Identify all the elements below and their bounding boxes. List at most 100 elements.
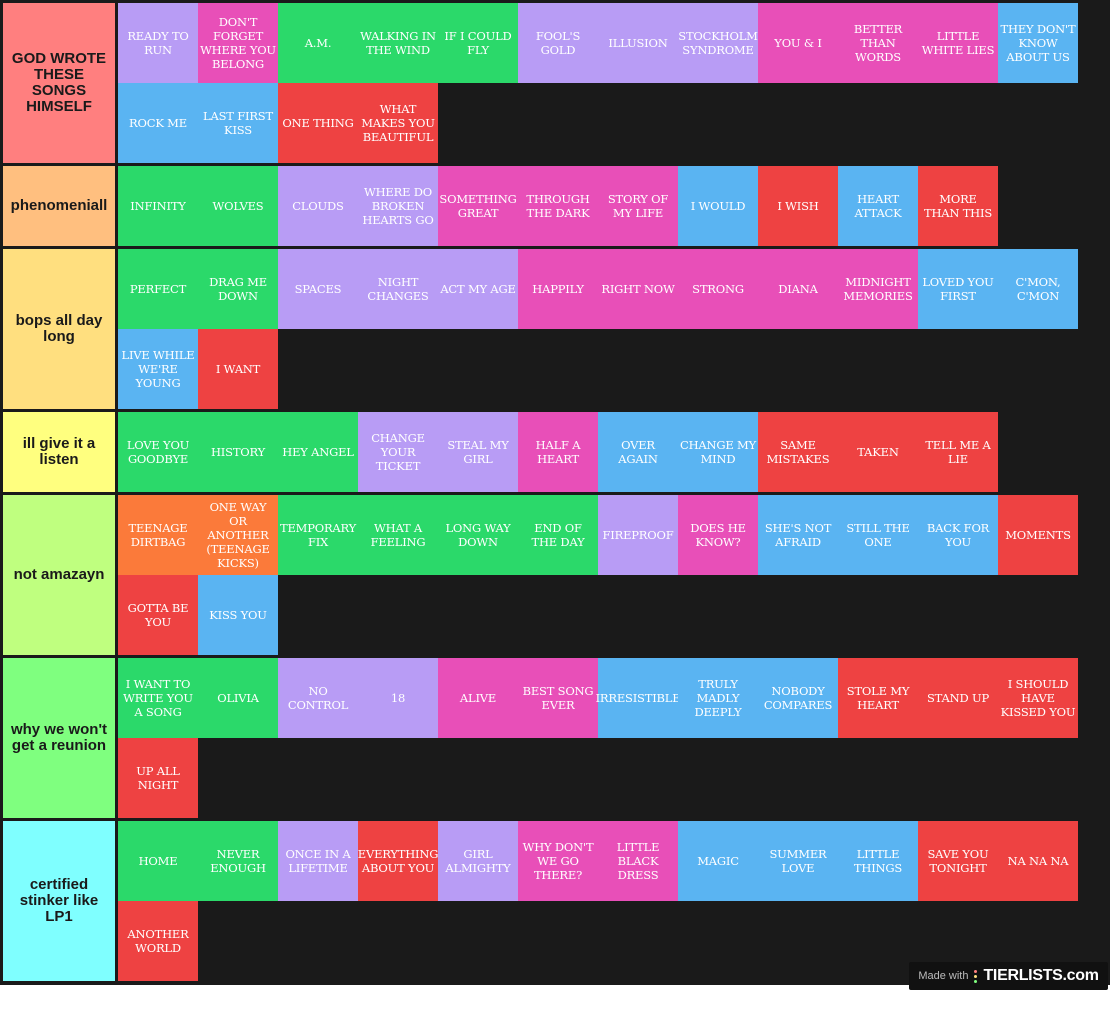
song-tile[interactable]: WALKING IN THE WIND xyxy=(358,3,438,83)
tier-items-area[interactable]: PERFECT DRAG ME DOWN SPACES NIGHT CHANGES AC… xyxy=(118,249,1108,409)
song-tile[interactable]: HAPPILY xyxy=(518,249,598,329)
song-tile[interactable]: LOVE YOU GOODBYE xyxy=(118,412,198,492)
song-tile[interactable]: NIGHT CHANGES xyxy=(358,249,438,329)
song-tile[interactable]: MAGIC xyxy=(678,821,758,901)
song-tile[interactable]: OLIVIA xyxy=(198,658,278,738)
tier-label[interactable]: phenomeniall xyxy=(3,166,115,246)
song-tile[interactable]: NA NA NA xyxy=(998,821,1078,901)
song-tile[interactable]: WHERE DO BROKEN HEARTS GO xyxy=(358,166,438,246)
song-tile[interactable]: WHAT A FEELING xyxy=(358,495,438,575)
song-tile[interactable]: STAND UP xyxy=(918,658,998,738)
song-tile[interactable]: ROCK ME xyxy=(118,83,198,163)
tier-label[interactable]: not amazayn xyxy=(3,495,115,655)
tier-label[interactable]: bops all day long xyxy=(3,249,115,409)
song-tile[interactable]: IF I COULD FLY xyxy=(438,3,518,83)
song-tile[interactable]: C'MON, C'MON xyxy=(998,249,1078,329)
song-tile[interactable]: ONE WAY OR ANOTHER (TEENAGE KICKS) xyxy=(198,495,278,575)
song-tile[interactable]: SHE'S NOT AFRAID xyxy=(758,495,838,575)
song-tile[interactable]: TEENAGE DIRTBAG xyxy=(118,495,198,575)
tier-label[interactable]: GOD WROTE THESE SONGS HIMSELF xyxy=(3,3,115,163)
song-tile[interactable]: GIRL ALMIGHTY xyxy=(438,821,518,901)
tier-items-area[interactable]: INFINITY WOLVES CLOUDS WHERE DO BROKEN HEAR… xyxy=(118,166,1108,246)
song-tile[interactable]: LOVED YOU FIRST xyxy=(918,249,998,329)
tier-label[interactable]: why we won't get a reunion xyxy=(3,658,115,818)
song-tile[interactable]: RIGHT NOW xyxy=(598,249,678,329)
tier-label[interactable]: certified stinker like LP1 xyxy=(3,821,115,981)
song-tile[interactable]: BEST SONG EVER xyxy=(518,658,598,738)
song-tile[interactable]: HISTORY xyxy=(198,412,278,492)
song-tile[interactable]: MIDNIGHT MEMORIES xyxy=(838,249,918,329)
song-tile[interactable]: ANOTHER WORLD xyxy=(118,901,198,981)
song-tile[interactable]: LAST FIRST KISS xyxy=(198,83,278,163)
song-tile[interactable]: HALF A HEART xyxy=(518,412,598,492)
song-tile[interactable]: PERFECT xyxy=(118,249,198,329)
song-tile[interactable]: MOMENTS xyxy=(998,495,1078,575)
song-tile[interactable]: WHAT MAKES YOU BEAUTIFUL xyxy=(358,83,438,163)
song-tile[interactable]: I WANT xyxy=(198,329,278,409)
song-tile[interactable]: TAKEN xyxy=(838,412,918,492)
song-tile[interactable]: FIREPROOF xyxy=(598,495,678,575)
tier-items-area[interactable]: HOME NEVER ENOUGH ONCE IN A LIFETIME EVERYT… xyxy=(118,821,1108,981)
song-tile[interactable]: I SHOULD HAVE KISSED YOU xyxy=(998,658,1078,738)
song-tile[interactable]: INFINITY xyxy=(118,166,198,246)
song-tile[interactable]: END OF THE DAY xyxy=(518,495,598,575)
song-tile[interactable]: BACK FOR YOU xyxy=(918,495,998,575)
song-tile[interactable]: SAME MISTAKES xyxy=(758,412,838,492)
tier-items-area[interactable]: READY TO RUN DON'T FORGET WHERE YOU BELON… xyxy=(118,3,1108,163)
song-tile[interactable]: A.M. xyxy=(278,3,358,83)
song-tile[interactable]: LIVE WHILE WE'RE YOUNG xyxy=(118,329,198,409)
song-tile[interactable]: WHY DON'T WE GO THERE? xyxy=(518,821,598,901)
song-tile[interactable]: CLOUDS xyxy=(278,166,358,246)
song-tile[interactable]: DON'T FORGET WHERE YOU BELONG xyxy=(198,3,278,83)
song-tile[interactable]: WOLVES xyxy=(198,166,278,246)
song-tile[interactable]: LITTLE BLACK DRESS xyxy=(598,821,678,901)
song-tile[interactable]: LITTLE THINGS xyxy=(838,821,918,901)
song-tile[interactable]: SPACES xyxy=(278,249,358,329)
song-tile[interactable]: GOTTA BE YOU xyxy=(118,575,198,655)
tier-label[interactable]: ill give it a listen xyxy=(3,412,115,492)
song-tile[interactable]: STOLE MY HEART xyxy=(838,658,918,738)
song-tile[interactable]: SUMMER LOVE xyxy=(758,821,838,901)
song-tile[interactable]: ALIVE xyxy=(438,658,518,738)
song-tile[interactable]: SAVE YOU TONIGHT xyxy=(918,821,998,901)
song-tile[interactable]: FOOL'S GOLD xyxy=(518,3,598,83)
song-tile[interactable]: ILLUSION xyxy=(598,3,678,83)
song-tile[interactable]: UP ALL NIGHT xyxy=(118,738,198,818)
song-tile[interactable]: SOMETHING GREAT xyxy=(438,166,518,246)
song-tile[interactable]: READY TO RUN xyxy=(118,3,198,83)
song-tile[interactable]: DRAG ME DOWN xyxy=(198,249,278,329)
song-tile[interactable]: STORY OF MY LIFE xyxy=(598,166,678,246)
song-tile[interactable]: I WISH xyxy=(758,166,838,246)
tier-items-area[interactable]: TEENAGE DIRTBAG ONE WAY OR ANOTHER (TEENA… xyxy=(118,495,1108,655)
song-tile[interactable]: CHANGE MY MIND xyxy=(678,412,758,492)
song-tile[interactable]: ONE THING xyxy=(278,83,358,163)
song-tile[interactable]: YOU & I xyxy=(758,3,838,83)
song-tile[interactable]: TELL ME A LIE xyxy=(918,412,998,492)
song-tile[interactable]: CHANGE YOUR TICKET xyxy=(358,412,438,492)
song-tile[interactable]: NO CONTROL xyxy=(278,658,358,738)
song-tile[interactable]: STILL THE ONE xyxy=(838,495,918,575)
tier-items-area[interactable]: LOVE YOU GOODBYE HISTORY HEY ANGEL CHANGE Y… xyxy=(118,412,1108,492)
song-tile[interactable]: EVERYTHING ABOUT YOU xyxy=(358,821,438,901)
song-tile[interactable]: MORE THAN THIS xyxy=(918,166,998,246)
song-tile[interactable]: KISS YOU xyxy=(198,575,278,655)
song-tile[interactable]: NEVER ENOUGH xyxy=(198,821,278,901)
song-tile[interactable]: I WOULD xyxy=(678,166,758,246)
song-tile[interactable]: TRULY MADLY DEEPLY xyxy=(678,658,758,738)
song-tile[interactable]: STRONG xyxy=(678,249,758,329)
song-tile[interactable]: 18 xyxy=(358,658,438,738)
song-tile[interactable]: BETTER THAN WORDS xyxy=(838,3,918,83)
song-tile[interactable]: DOES HE KNOW? xyxy=(678,495,758,575)
song-tile[interactable]: TEMPORARY FIX xyxy=(278,495,358,575)
song-tile[interactable]: HOME xyxy=(118,821,198,901)
song-tile[interactable]: NOBODY COMPARES xyxy=(758,658,838,738)
song-tile[interactable]: OVER AGAIN xyxy=(598,412,678,492)
song-tile[interactable]: IRRESISTIBLE xyxy=(596,658,681,738)
song-tile[interactable]: THEY DON'T KNOW ABOUT US xyxy=(998,3,1078,83)
song-tile[interactable]: STEAL MY GIRL xyxy=(438,412,518,492)
song-tile[interactable]: ONCE IN A LIFETIME xyxy=(278,821,358,901)
song-tile[interactable]: LONG WAY DOWN xyxy=(438,495,518,575)
song-tile[interactable]: I WANT TO WRITE YOU A SONG xyxy=(118,658,198,738)
song-tile[interactable]: STOCKHOLM SYNDROME xyxy=(678,3,758,83)
song-tile[interactable]: HEY ANGEL xyxy=(278,412,358,492)
